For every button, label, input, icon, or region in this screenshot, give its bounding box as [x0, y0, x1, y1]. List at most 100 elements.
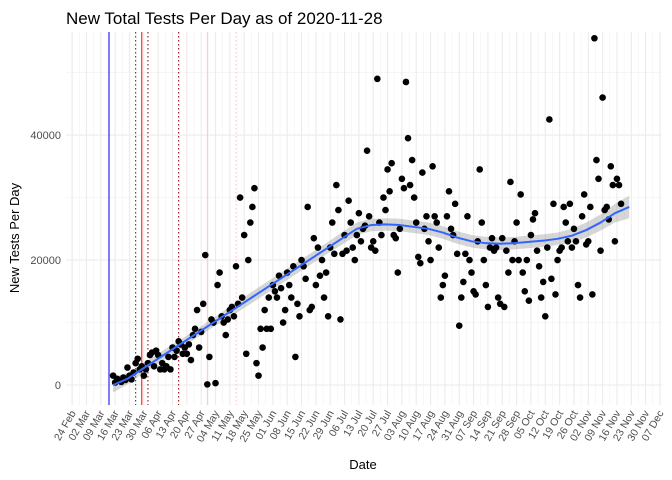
data-point	[527, 231, 535, 239]
data-point	[587, 203, 594, 211]
data-point	[249, 203, 256, 211]
data-point	[236, 194, 244, 201]
data-point	[566, 200, 574, 208]
data-point	[165, 353, 172, 361]
data-point	[507, 178, 514, 186]
data-point	[480, 256, 488, 264]
data-point	[384, 166, 391, 173]
data-point	[593, 156, 600, 164]
data-point	[199, 300, 207, 308]
data-point	[529, 216, 537, 223]
y-axis-ticks: 0 20000 40000	[30, 130, 61, 392]
data-point	[466, 256, 473, 264]
data-point	[167, 366, 174, 373]
data-point	[558, 244, 565, 251]
data-point	[570, 225, 578, 233]
y-tick-label: 0	[55, 380, 61, 392]
data-point	[259, 344, 266, 351]
data-point	[347, 219, 354, 226]
data-point	[191, 325, 199, 333]
data-point	[613, 175, 621, 183]
data-point	[285, 281, 293, 289]
data-point	[433, 219, 441, 226]
data-point	[578, 213, 586, 220]
data-point	[464, 213, 471, 220]
data-point	[562, 219, 570, 226]
data-point	[253, 359, 260, 367]
data-point	[281, 306, 289, 314]
data-point	[242, 350, 250, 358]
data-point	[410, 194, 418, 201]
data-point	[134, 355, 141, 363]
data-point	[304, 203, 311, 211]
data-point	[244, 256, 252, 264]
data-point	[460, 278, 467, 286]
data-point	[492, 244, 500, 251]
data-point	[478, 219, 486, 226]
data-point	[331, 250, 338, 258]
data-point	[476, 166, 484, 173]
confidence-band	[113, 195, 630, 393]
data-point	[589, 291, 596, 298]
data-point	[597, 247, 604, 254]
data-point	[417, 259, 424, 267]
data-point	[214, 281, 221, 289]
data-point	[382, 206, 389, 214]
data-point	[419, 169, 426, 176]
data-point	[386, 188, 393, 195]
data-point	[457, 294, 465, 301]
data-point	[509, 256, 516, 264]
data-point	[519, 269, 527, 276]
data-point	[255, 372, 262, 379]
data-point	[140, 372, 148, 379]
data-point	[447, 225, 455, 233]
data-point	[402, 78, 410, 86]
smooth-line-layer	[112, 206, 630, 386]
data-point	[603, 203, 611, 211]
data-point	[312, 281, 320, 289]
data-point	[371, 247, 379, 254]
data-point	[591, 34, 598, 42]
data-point	[257, 325, 264, 333]
data-point	[500, 303, 508, 311]
data-point	[574, 281, 582, 289]
data-point	[453, 250, 461, 258]
data-point	[320, 294, 328, 301]
data-point	[494, 294, 502, 301]
data-point	[124, 364, 131, 371]
y-axis-title: New Tests Per Day	[7, 182, 22, 293]
data-point	[247, 219, 254, 226]
chart-title: New Total Tests Per Day as of 2020-11-28	[66, 9, 383, 28]
data-point	[525, 297, 533, 304]
data-point	[302, 275, 309, 283]
data-point	[427, 256, 434, 264]
data-point	[271, 287, 279, 295]
data-point	[193, 306, 201, 314]
data-point	[552, 291, 559, 298]
data-point	[265, 294, 273, 301]
data-point	[505, 269, 512, 276]
data-point	[388, 159, 395, 167]
data-point	[150, 362, 158, 370]
data-point	[201, 251, 209, 259]
data-point	[445, 188, 453, 195]
data-point	[230, 312, 238, 320]
data-point	[429, 163, 436, 170]
data-point	[296, 312, 303, 320]
data-point	[396, 225, 404, 233]
data-point	[335, 206, 342, 214]
data-point	[544, 244, 551, 251]
data-point	[195, 344, 203, 351]
data-point	[298, 256, 305, 264]
data-point	[535, 262, 543, 270]
data-point	[609, 181, 617, 189]
data-point	[425, 238, 432, 245]
data-point	[349, 244, 357, 251]
data-point	[294, 300, 301, 308]
data-point	[173, 347, 180, 354]
data-point	[308, 303, 316, 311]
data-point	[333, 181, 340, 189]
data-point	[185, 341, 193, 348]
data-point	[355, 209, 363, 217]
